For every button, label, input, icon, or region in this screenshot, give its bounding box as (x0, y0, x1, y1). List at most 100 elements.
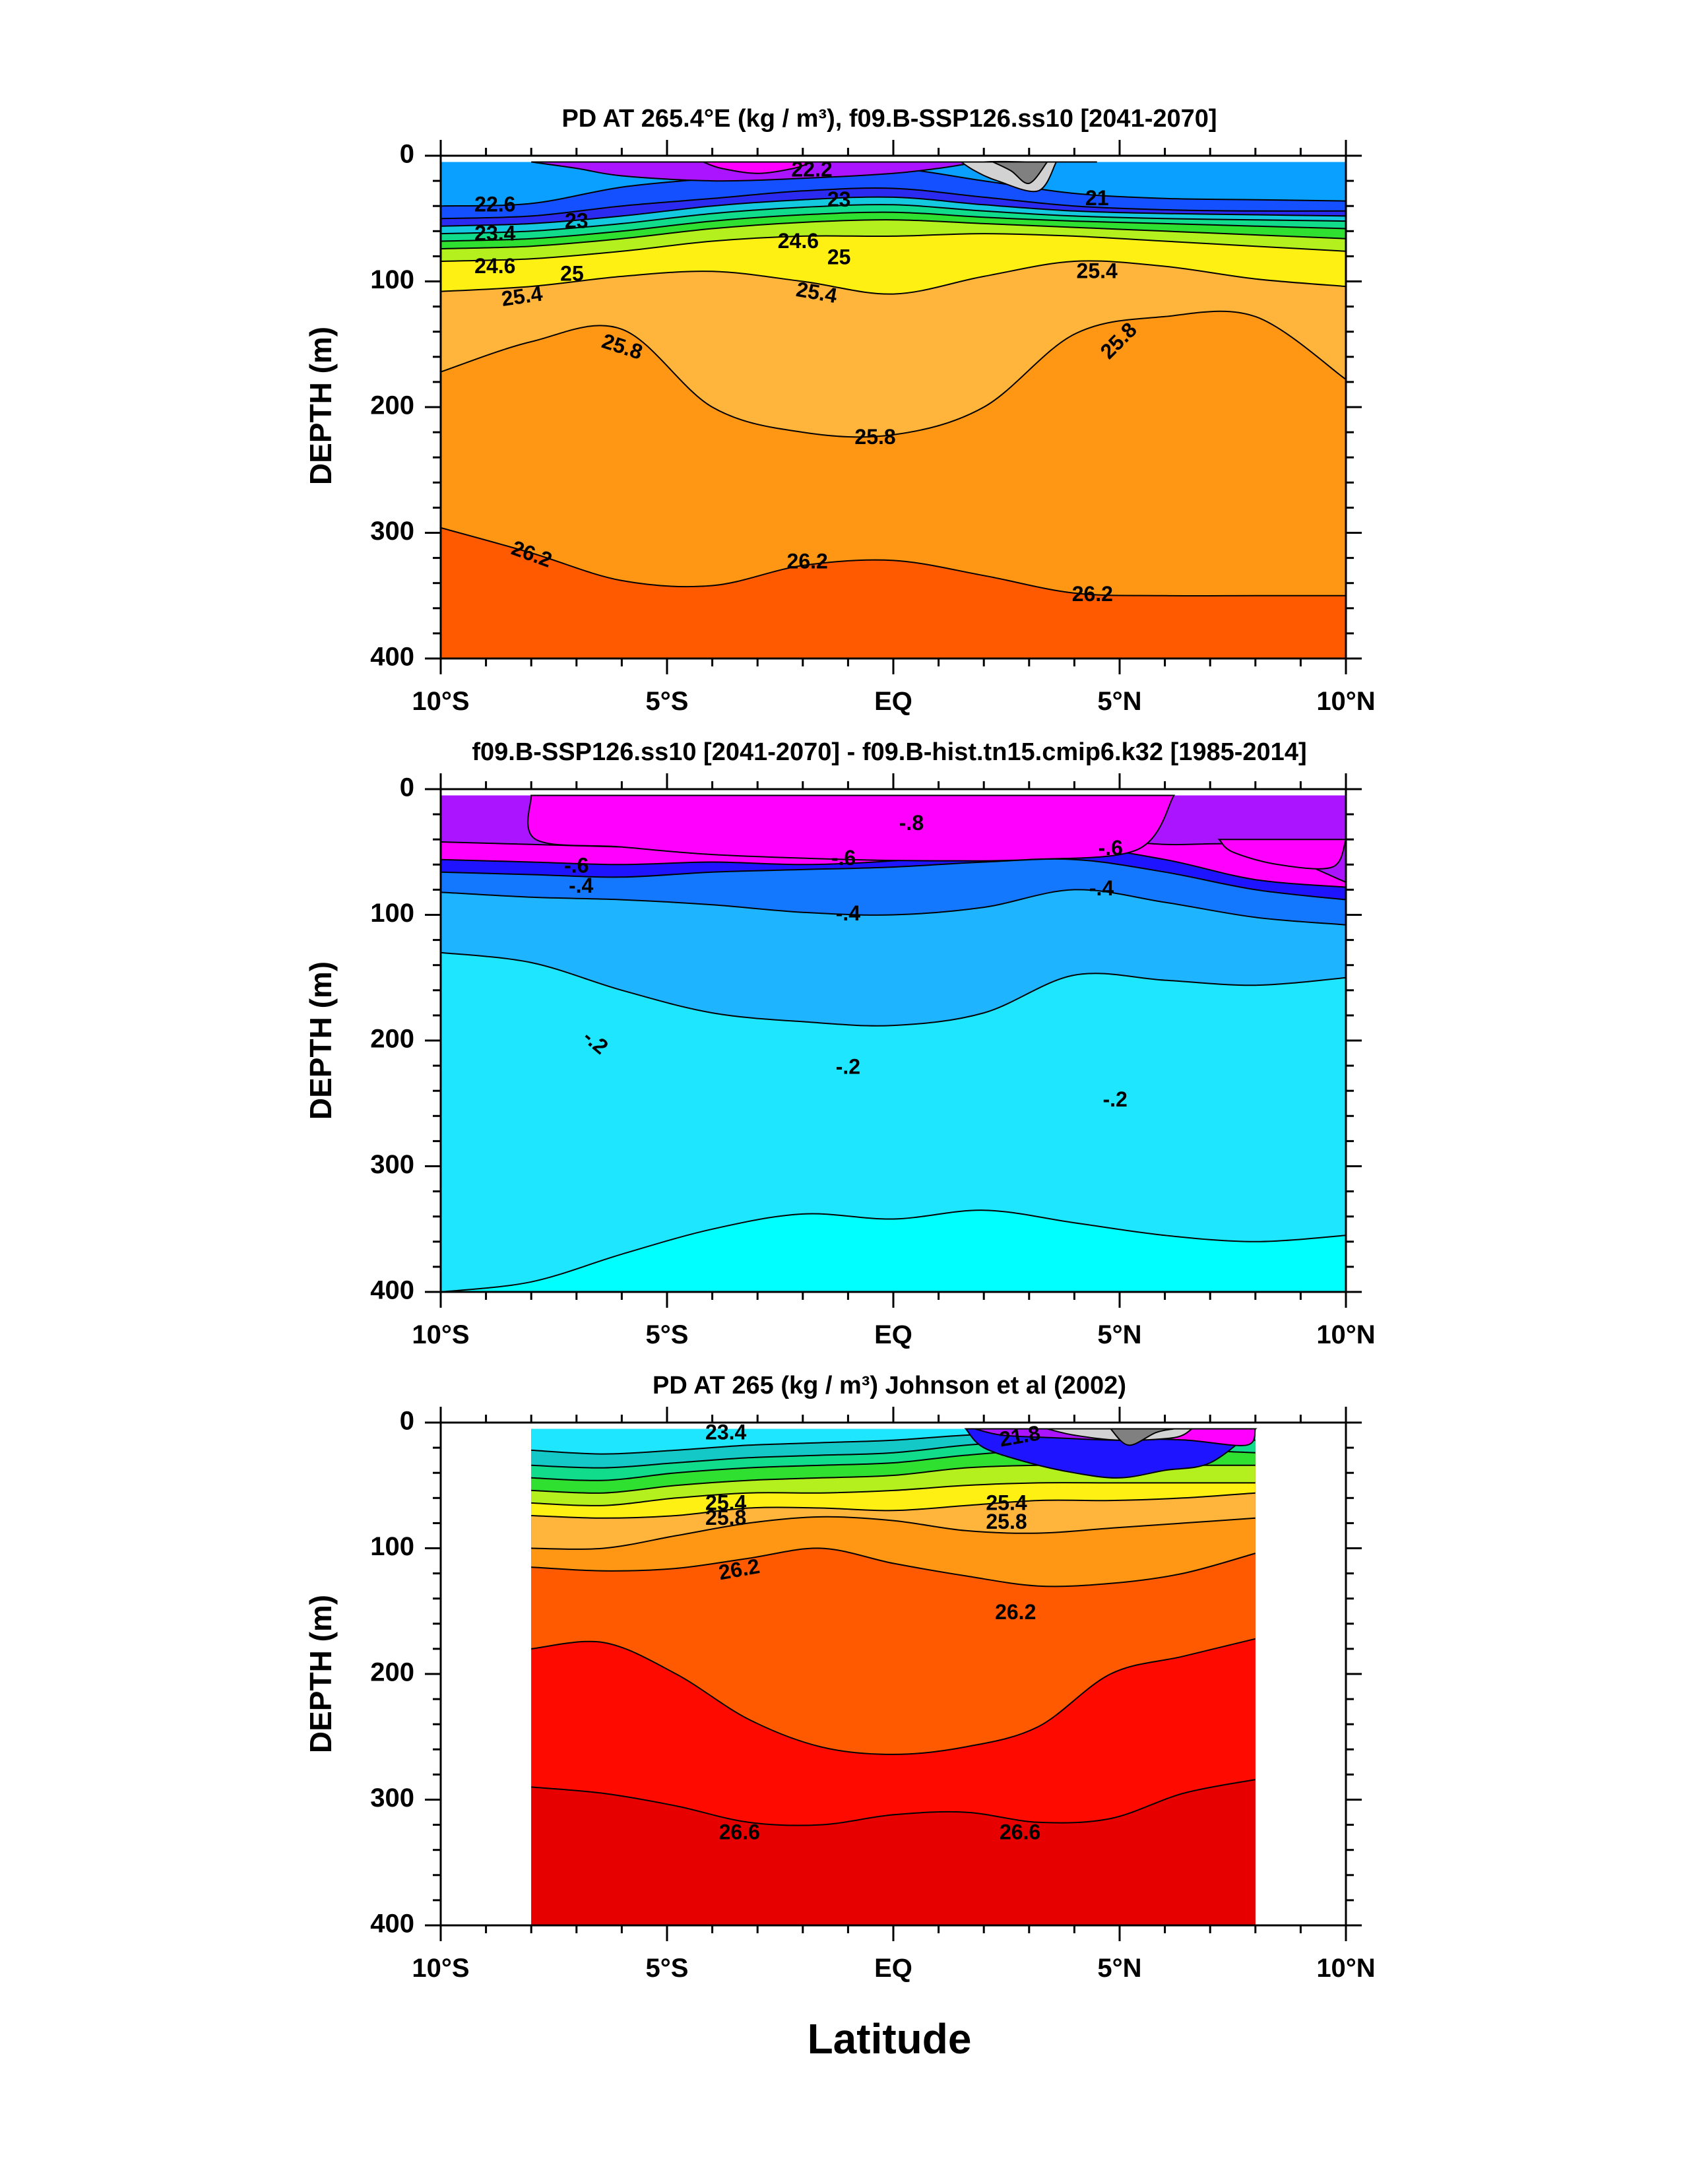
contour-label: 25.8 (986, 1510, 1027, 1533)
contour-line-23.8 (441, 204, 1346, 235)
band--0.3 (441, 952, 1346, 1292)
contour-label: 25.4 (1077, 259, 1118, 283)
surface-patch-0 (964, 1428, 1258, 1479)
y-tick-label: 400 (370, 1276, 414, 1305)
x-tick-label: 10°N (1316, 1954, 1375, 1983)
contour-label: 24.6 (778, 229, 819, 253)
contour-label: -.6 (1099, 836, 1123, 860)
x-tick-label: 5°S (646, 1954, 689, 1983)
contour-line--0.3 (441, 951, 1346, 1027)
contour-label: 26.2 (995, 1600, 1036, 1624)
y-tick-label: 100 (370, 1532, 414, 1561)
contour-label: 25.4 (705, 1491, 746, 1514)
y-tick-label: 200 (370, 1658, 414, 1687)
x-tick-label: EQ (874, 1954, 912, 1983)
contour-label: 26.6 (719, 1820, 760, 1844)
contour-label: 23.4 (474, 221, 515, 245)
contour-label: 25.8 (705, 1506, 746, 1529)
x-tick-label: 10°S (412, 1954, 469, 1983)
band-23.4 (531, 1431, 1256, 1468)
y-tick-label: 0 (400, 1407, 414, 1436)
surface-patch-2 (1217, 839, 1346, 870)
panel-1-plot: 22.2 22.6 23 23 23.4 24.6 25 24.6 25 21 25.4 25.4 25… (370, 140, 1375, 716)
contour-label: 23 (827, 187, 851, 211)
panel-3-plot: 23.425.425.821.825.425.826.226.226.6 26.6… (370, 1407, 1375, 1983)
x-tick-label: 5°S (646, 1320, 689, 1349)
contour-label: -.2 (836, 1054, 860, 1078)
x-tick-label: 10°N (1316, 1320, 1375, 1349)
contour-line-25.8 (441, 310, 1346, 438)
panel-2-plot: -.8-.6 -.6 -.6-.4 -.4-.4-.2-.2-.20100200300… (370, 773, 1375, 1349)
band--0.4 (441, 889, 1346, 1026)
surface-patch-1 (527, 794, 1176, 862)
contour-line--0.5 (441, 858, 1346, 901)
contour-label: 23.4 (705, 1421, 746, 1444)
band-26 (531, 1516, 1256, 1587)
contour-label: 26.2 (787, 550, 828, 573)
x-tick-label: 10°S (412, 1320, 469, 1349)
x-tick-label: EQ (874, 1320, 912, 1349)
y-tick-label: 300 (370, 517, 414, 546)
contour-line-26.2 (441, 527, 1346, 597)
contour-line-24.2 (441, 211, 1346, 242)
contour-line-25.8 (531, 1492, 1256, 1519)
x-tick-label: 5°S (646, 687, 689, 716)
y-tick-label: 100 (370, 265, 414, 294)
band--0.6 (441, 847, 1346, 900)
band-25.4 (531, 1483, 1256, 1518)
band-25.8 (531, 1493, 1256, 1549)
x-tick-label: 5°N (1097, 1954, 1141, 1983)
contour-label: -.4 (569, 874, 594, 897)
y-tick-label: 0 (400, 773, 414, 802)
contour-label: 26.6 (1000, 1820, 1040, 1844)
band-26.6 (531, 1780, 1256, 1925)
surface-patch-1 (703, 161, 812, 174)
contour-label: 22.2 (791, 157, 832, 181)
contour-line-26 (531, 1516, 1256, 1550)
contour-label: 23 (565, 209, 589, 232)
contour-label: 26.2 (1072, 582, 1113, 606)
contour-label: 24.6 (474, 254, 515, 278)
contour-line--0.4 (441, 889, 1346, 926)
contour-label: 22.6 (474, 193, 515, 216)
x-axis-title: Latitude (808, 2015, 972, 2063)
band-24.6 (441, 220, 1346, 261)
x-tick-label: 5°N (1097, 687, 1141, 716)
band-26.2 (441, 527, 1346, 658)
y-tick-label: 300 (370, 1783, 414, 1813)
contour-label: -.8 (899, 811, 924, 835)
contour-label: 25 (560, 261, 584, 285)
panel-2: f09.B-SSP126.ss10 [2041-2070] - f09.B-hi… (303, 738, 1376, 1349)
panel-3-y-axis-label: DEPTH (m) (303, 1595, 338, 1753)
contour-line-23 (441, 187, 1346, 220)
band-26.2 (531, 1548, 1256, 1754)
y-tick-label: 200 (370, 391, 414, 420)
contour-label: -.4 (836, 901, 861, 925)
contour-field: 23.425.425.821.825.425.826.226.226.6 26.6 (531, 1421, 1258, 1925)
x-tick-label: EQ (874, 687, 912, 716)
contour-line-26.6 (531, 1779, 1256, 1826)
contour-label: 21 (1085, 186, 1109, 210)
band-26.4 (531, 1638, 1256, 1826)
x-tick-label: 10°N (1316, 687, 1375, 716)
y-tick-label: 0 (400, 140, 414, 169)
contour-field: 22.2 22.6 23 23 23.4 24.6 25 24.6 25 21 25.4 25.4 25… (441, 157, 1346, 658)
y-tick-label: 300 (370, 1150, 414, 1179)
contour-line-25.4 (441, 260, 1346, 295)
band-23 (441, 188, 1346, 226)
panel-1: PD AT 265.4°E (kg / m³), f09.B-SSP126.ss… (303, 105, 1376, 716)
contour-label: 25 (827, 245, 851, 269)
contour-field: -.8-.6 -.6 -.6-.4 -.4-.4-.2-.2-.2 (441, 794, 1346, 1292)
contour-label: -.4 (1089, 876, 1114, 900)
contour-label: 25.4 (500, 282, 544, 311)
band-25.8 (441, 311, 1346, 596)
y-tick-label: 100 (370, 899, 414, 928)
y-tick-label: 200 (370, 1025, 414, 1054)
panel-2-title: f09.B-SSP126.ss10 [2041-2070] - f09.B-hi… (472, 738, 1306, 766)
band--0.2 (441, 1210, 1346, 1292)
contour-line-25.4 (531, 1482, 1256, 1506)
contour-line-24.6 (441, 219, 1346, 249)
band-22.6 (441, 168, 1346, 219)
panel-1-y-axis-label: DEPTH (m) (303, 327, 338, 485)
contour-label: 25.4 (986, 1491, 1027, 1514)
